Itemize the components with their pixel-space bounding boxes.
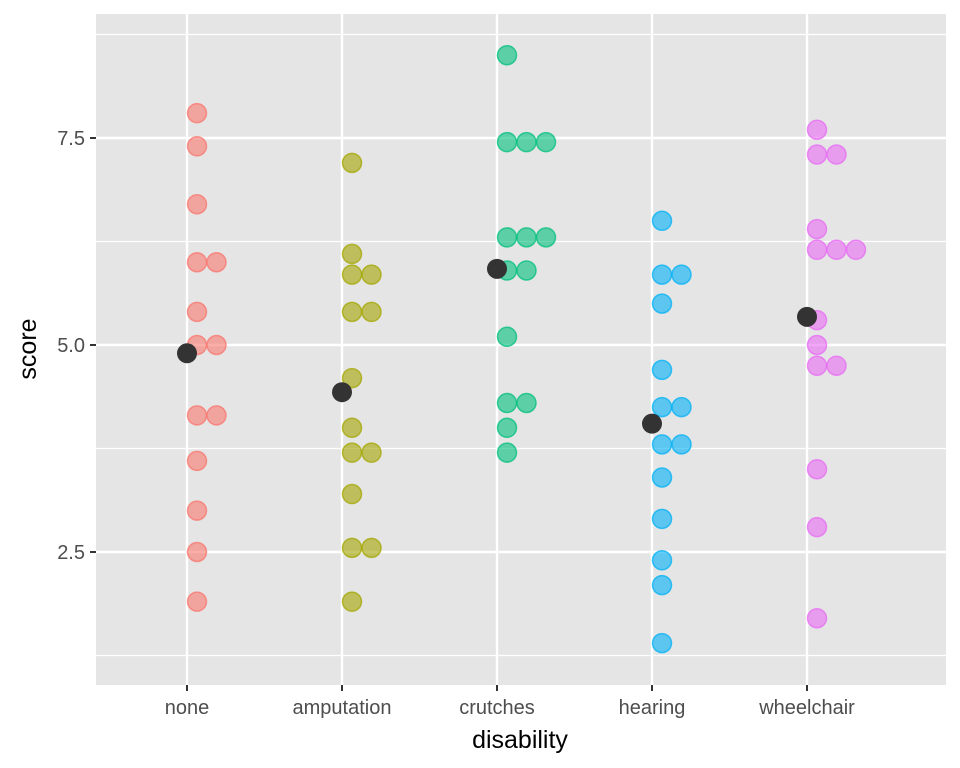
data-point-none [186, 541, 208, 563]
data-point-wheelchair [806, 144, 828, 165]
data-point-amputation [341, 442, 363, 463]
data-point-amputation [341, 417, 363, 439]
mean-point-wheelchair [797, 306, 817, 327]
data-point-crutches [496, 131, 518, 153]
data-point-amputation [361, 537, 382, 559]
data-point-none [206, 251, 227, 273]
data-point-hearing [671, 264, 692, 285]
data-point-amputation [341, 537, 363, 559]
data-point-crutches [496, 227, 518, 248]
data-point-crutches [535, 227, 557, 248]
data-point-amputation [341, 243, 363, 265]
data-point-crutches [516, 131, 537, 153]
data-point-hearing [651, 632, 673, 654]
data-point-crutches [496, 442, 518, 463]
data-point-wheelchair [806, 334, 828, 356]
y-axis: 2.5 5.0 7.5 [57, 128, 96, 564]
data-point-none [186, 500, 208, 521]
y-axis-title: score [14, 318, 42, 379]
x-axis-title: disability [472, 726, 568, 754]
data-point-hearing [651, 550, 673, 571]
data-point-crutches [535, 131, 557, 153]
data-point-amputation [341, 264, 363, 285]
data-point-wheelchair [826, 355, 847, 376]
data-point-wheelchair [806, 607, 828, 629]
data-point-crutches [516, 392, 537, 414]
data-point-hearing [651, 293, 673, 314]
data-point-hearing [651, 467, 673, 488]
data-point-hearing [651, 434, 673, 455]
data-points [186, 44, 867, 654]
data-point-amputation [341, 483, 363, 505]
data-point-hearing [651, 359, 673, 381]
data-point-hearing [651, 396, 673, 418]
data-point-crutches [496, 417, 518, 439]
mean-points [177, 258, 817, 434]
data-point-hearing [651, 264, 673, 285]
data-point-wheelchair [806, 355, 828, 376]
major-gridlines [96, 14, 946, 685]
data-point-none [186, 136, 208, 157]
data-point-wheelchair [826, 144, 847, 165]
data-point-amputation [341, 367, 363, 389]
y-tick-label: 2.5 [57, 542, 85, 564]
data-point-hearing [651, 508, 673, 530]
data-point-hearing [651, 574, 673, 596]
data-point-none [186, 591, 208, 612]
data-point-crutches [516, 260, 537, 281]
data-point-hearing [671, 434, 692, 455]
data-point-wheelchair [806, 458, 828, 480]
data-point-wheelchair [845, 239, 867, 261]
x-tick-label-hearing: hearing [619, 697, 686, 719]
data-point-crutches [496, 392, 518, 414]
data-point-crutches [496, 44, 518, 66]
x-tick-label-amputation: amputation [293, 697, 392, 719]
panel-background [96, 14, 946, 685]
data-point-amputation [361, 442, 382, 463]
mean-point-crutches [487, 258, 507, 279]
data-point-amputation [341, 301, 363, 323]
data-point-wheelchair [806, 516, 828, 538]
data-point-amputation [341, 152, 363, 174]
data-point-wheelchair [806, 119, 828, 140]
data-point-amputation [361, 301, 382, 323]
data-point-none [186, 193, 208, 215]
x-axis: none amputation crutches hearing wheelchair [165, 685, 855, 719]
data-point-none [186, 102, 208, 124]
data-point-none [186, 301, 208, 323]
data-point-crutches [516, 227, 537, 248]
data-point-wheelchair [806, 239, 828, 261]
data-point-amputation [361, 264, 382, 285]
data-point-hearing [671, 396, 692, 418]
x-tick-label-crutches: crutches [459, 697, 535, 719]
x-tick-label-none: none [165, 697, 210, 719]
data-point-none [206, 334, 227, 356]
data-point-crutches [496, 326, 518, 347]
y-tick-label: 5.0 [57, 335, 85, 357]
data-point-none [186, 251, 208, 273]
data-point-amputation [341, 591, 363, 612]
data-point-wheelchair [806, 218, 828, 240]
data-point-none [186, 405, 208, 426]
data-point-hearing [651, 210, 673, 232]
mean-point-hearing [642, 413, 662, 434]
data-point-wheelchair [826, 239, 847, 261]
y-tick-label: 7.5 [57, 128, 85, 150]
mean-point-none [177, 343, 197, 364]
data-point-none [206, 405, 227, 426]
x-tick-label-wheelchair: wheelchair [758, 697, 855, 719]
mean-point-amputation [332, 382, 352, 403]
data-point-none [186, 450, 208, 472]
